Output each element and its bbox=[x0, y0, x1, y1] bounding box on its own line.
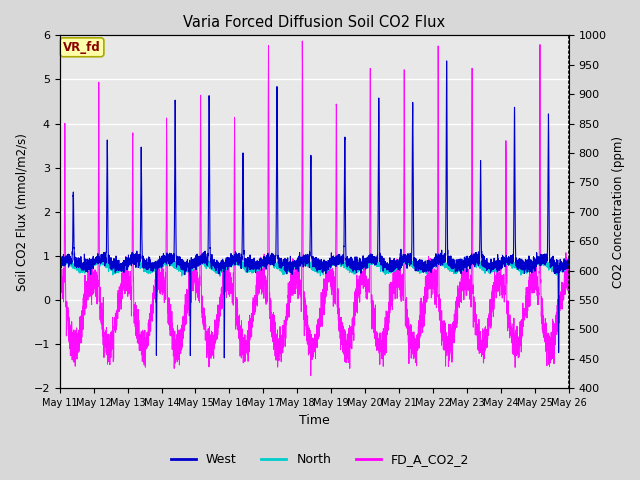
Text: VR_fd: VR_fd bbox=[63, 41, 101, 54]
Y-axis label: Soil CO2 Flux (mmol/m2/s): Soil CO2 Flux (mmol/m2/s) bbox=[15, 133, 28, 291]
X-axis label: Time: Time bbox=[299, 414, 330, 427]
Title: Varia Forced Diffusion Soil CO2 Flux: Varia Forced Diffusion Soil CO2 Flux bbox=[183, 15, 445, 30]
Y-axis label: CO2 Concentration (ppm): CO2 Concentration (ppm) bbox=[612, 136, 625, 288]
Legend: West, North, FD_A_CO2_2: West, North, FD_A_CO2_2 bbox=[166, 448, 474, 471]
